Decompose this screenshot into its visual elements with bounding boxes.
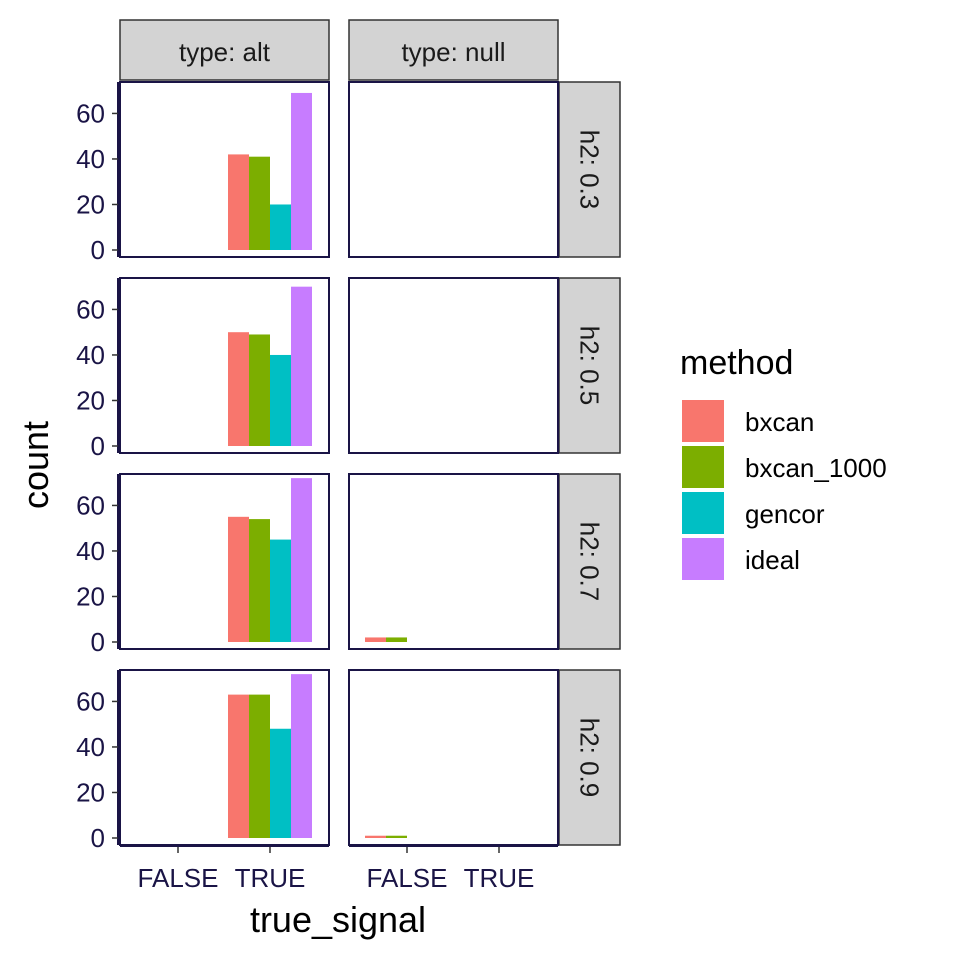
- legend-item: bxcan: [682, 400, 814, 442]
- bar-bxcan: [365, 637, 386, 642]
- row-strip-label: h2: 0.5: [575, 326, 605, 406]
- row-strip: h2: 0.7: [558, 473, 621, 650]
- bar-gencor: [270, 728, 291, 838]
- legend-item: bxcan_1000: [682, 446, 887, 488]
- panel: [119, 277, 330, 454]
- bar-gencor: [270, 539, 291, 642]
- bar-bxcan_1000: [386, 835, 407, 838]
- y-tick-label: 60: [76, 98, 105, 128]
- legend-label: bxcan: [745, 407, 814, 437]
- y-tick-label: 40: [76, 536, 105, 566]
- strip-background: [348, 19, 559, 81]
- bar-ideal: [291, 478, 312, 642]
- bar-bxcan_1000: [249, 694, 270, 838]
- panel: [119, 669, 330, 846]
- bar-bxcan: [228, 154, 249, 250]
- legend-swatch: [682, 446, 724, 488]
- panel: [119, 81, 330, 258]
- y-tick-label: 20: [76, 385, 105, 415]
- bar-bxcan: [228, 516, 249, 642]
- bar-ideal: [291, 92, 312, 251]
- bar-gencor: [270, 354, 291, 446]
- y-axis: 0 20 40 60: [76, 474, 119, 657]
- y-axis-title: count: [15, 421, 56, 509]
- bar-bxcan_1000: [249, 334, 270, 446]
- row-strip: h2: 0.5: [558, 277, 621, 454]
- column-strip-label: type: null: [401, 37, 505, 67]
- x-tick-label: FALSE: [367, 863, 448, 893]
- panel: [348, 669, 559, 846]
- legend-item: gencor: [682, 492, 825, 534]
- strip-background: [558, 277, 621, 454]
- bar-bxcan: [365, 835, 386, 838]
- y-tick-label: 40: [76, 732, 105, 762]
- y-tick-label: 0: [91, 823, 105, 853]
- x-tick-label: FALSE: [138, 863, 219, 893]
- panel: [348, 81, 559, 258]
- row-strips: h2: 0.3 h2: 0.5 h2: 0.7 h2: 0.9: [558, 81, 621, 846]
- x-axes: FALSE TRUE FALSE TRUE: [120, 845, 558, 893]
- column-strip: type: null: [348, 19, 559, 81]
- strip-background: [558, 81, 621, 258]
- row-strip-label: h2: 0.9: [575, 718, 605, 798]
- y-tick-label: 0: [91, 431, 105, 461]
- legend-swatch: [682, 400, 724, 442]
- column-strip-label: type: alt: [179, 37, 271, 67]
- x-tick-label: TRUE: [235, 863, 306, 893]
- y-tick-label: 20: [76, 581, 105, 611]
- legend-title: method: [680, 344, 793, 382]
- legend-item: ideal: [682, 538, 800, 580]
- panel-border: [348, 473, 559, 650]
- bar-ideal: [291, 674, 312, 838]
- y-axes: 0 20 40 60 0 20 40 60 0 20 40 60 0 20 40 60: [76, 82, 119, 853]
- panel-border: [348, 81, 559, 258]
- legend-label: bxcan_1000: [745, 453, 887, 483]
- x-axis: FALSE TRUE: [120, 845, 329, 893]
- legend-label: ideal: [745, 545, 800, 575]
- y-axis: 0 20 40 60: [76, 670, 119, 853]
- y-tick-label: 60: [76, 490, 105, 520]
- row-strip: h2: 0.3: [558, 81, 621, 258]
- row-strip-label: h2: 0.3: [575, 130, 605, 210]
- y-axis: 0 20 40 60: [76, 278, 119, 461]
- y-axis: 0 20 40 60: [76, 82, 119, 265]
- panel-border: [348, 669, 559, 846]
- x-axis-title: true_signal: [250, 899, 426, 940]
- column-strips: type: alt type: null: [119, 19, 559, 81]
- strip-background: [558, 473, 621, 650]
- bar-ideal: [291, 286, 312, 446]
- y-tick-label: 0: [91, 235, 105, 265]
- bar-bxcan_1000: [249, 156, 270, 250]
- y-tick-label: 20: [76, 189, 105, 219]
- panel-border: [348, 277, 559, 454]
- row-strip: h2: 0.9: [558, 669, 621, 846]
- x-axis: FALSE TRUE: [349, 845, 558, 893]
- x-tick-label: TRUE: [464, 863, 535, 893]
- strip-background: [119, 19, 330, 81]
- bar-bxcan: [228, 332, 249, 446]
- bar-bxcan: [228, 694, 249, 838]
- panel: [119, 473, 330, 650]
- y-tick-label: 40: [76, 144, 105, 174]
- column-strip: type: alt: [119, 19, 330, 81]
- y-tick-label: 60: [76, 294, 105, 324]
- y-tick-label: 0: [91, 627, 105, 657]
- y-tick-label: 40: [76, 340, 105, 370]
- facet-panels: [119, 81, 559, 846]
- bar-gencor: [270, 204, 291, 250]
- bar-bxcan_1000: [249, 519, 270, 642]
- legend-swatch: [682, 492, 724, 534]
- row-strip-label: h2: 0.7: [575, 522, 605, 602]
- y-tick-label: 20: [76, 777, 105, 807]
- bar-bxcan_1000: [386, 637, 407, 642]
- y-tick-label: 60: [76, 686, 105, 716]
- panel: [348, 277, 559, 454]
- panel: [348, 473, 559, 650]
- legend-label: gencor: [745, 499, 825, 529]
- legend-swatch: [682, 538, 724, 580]
